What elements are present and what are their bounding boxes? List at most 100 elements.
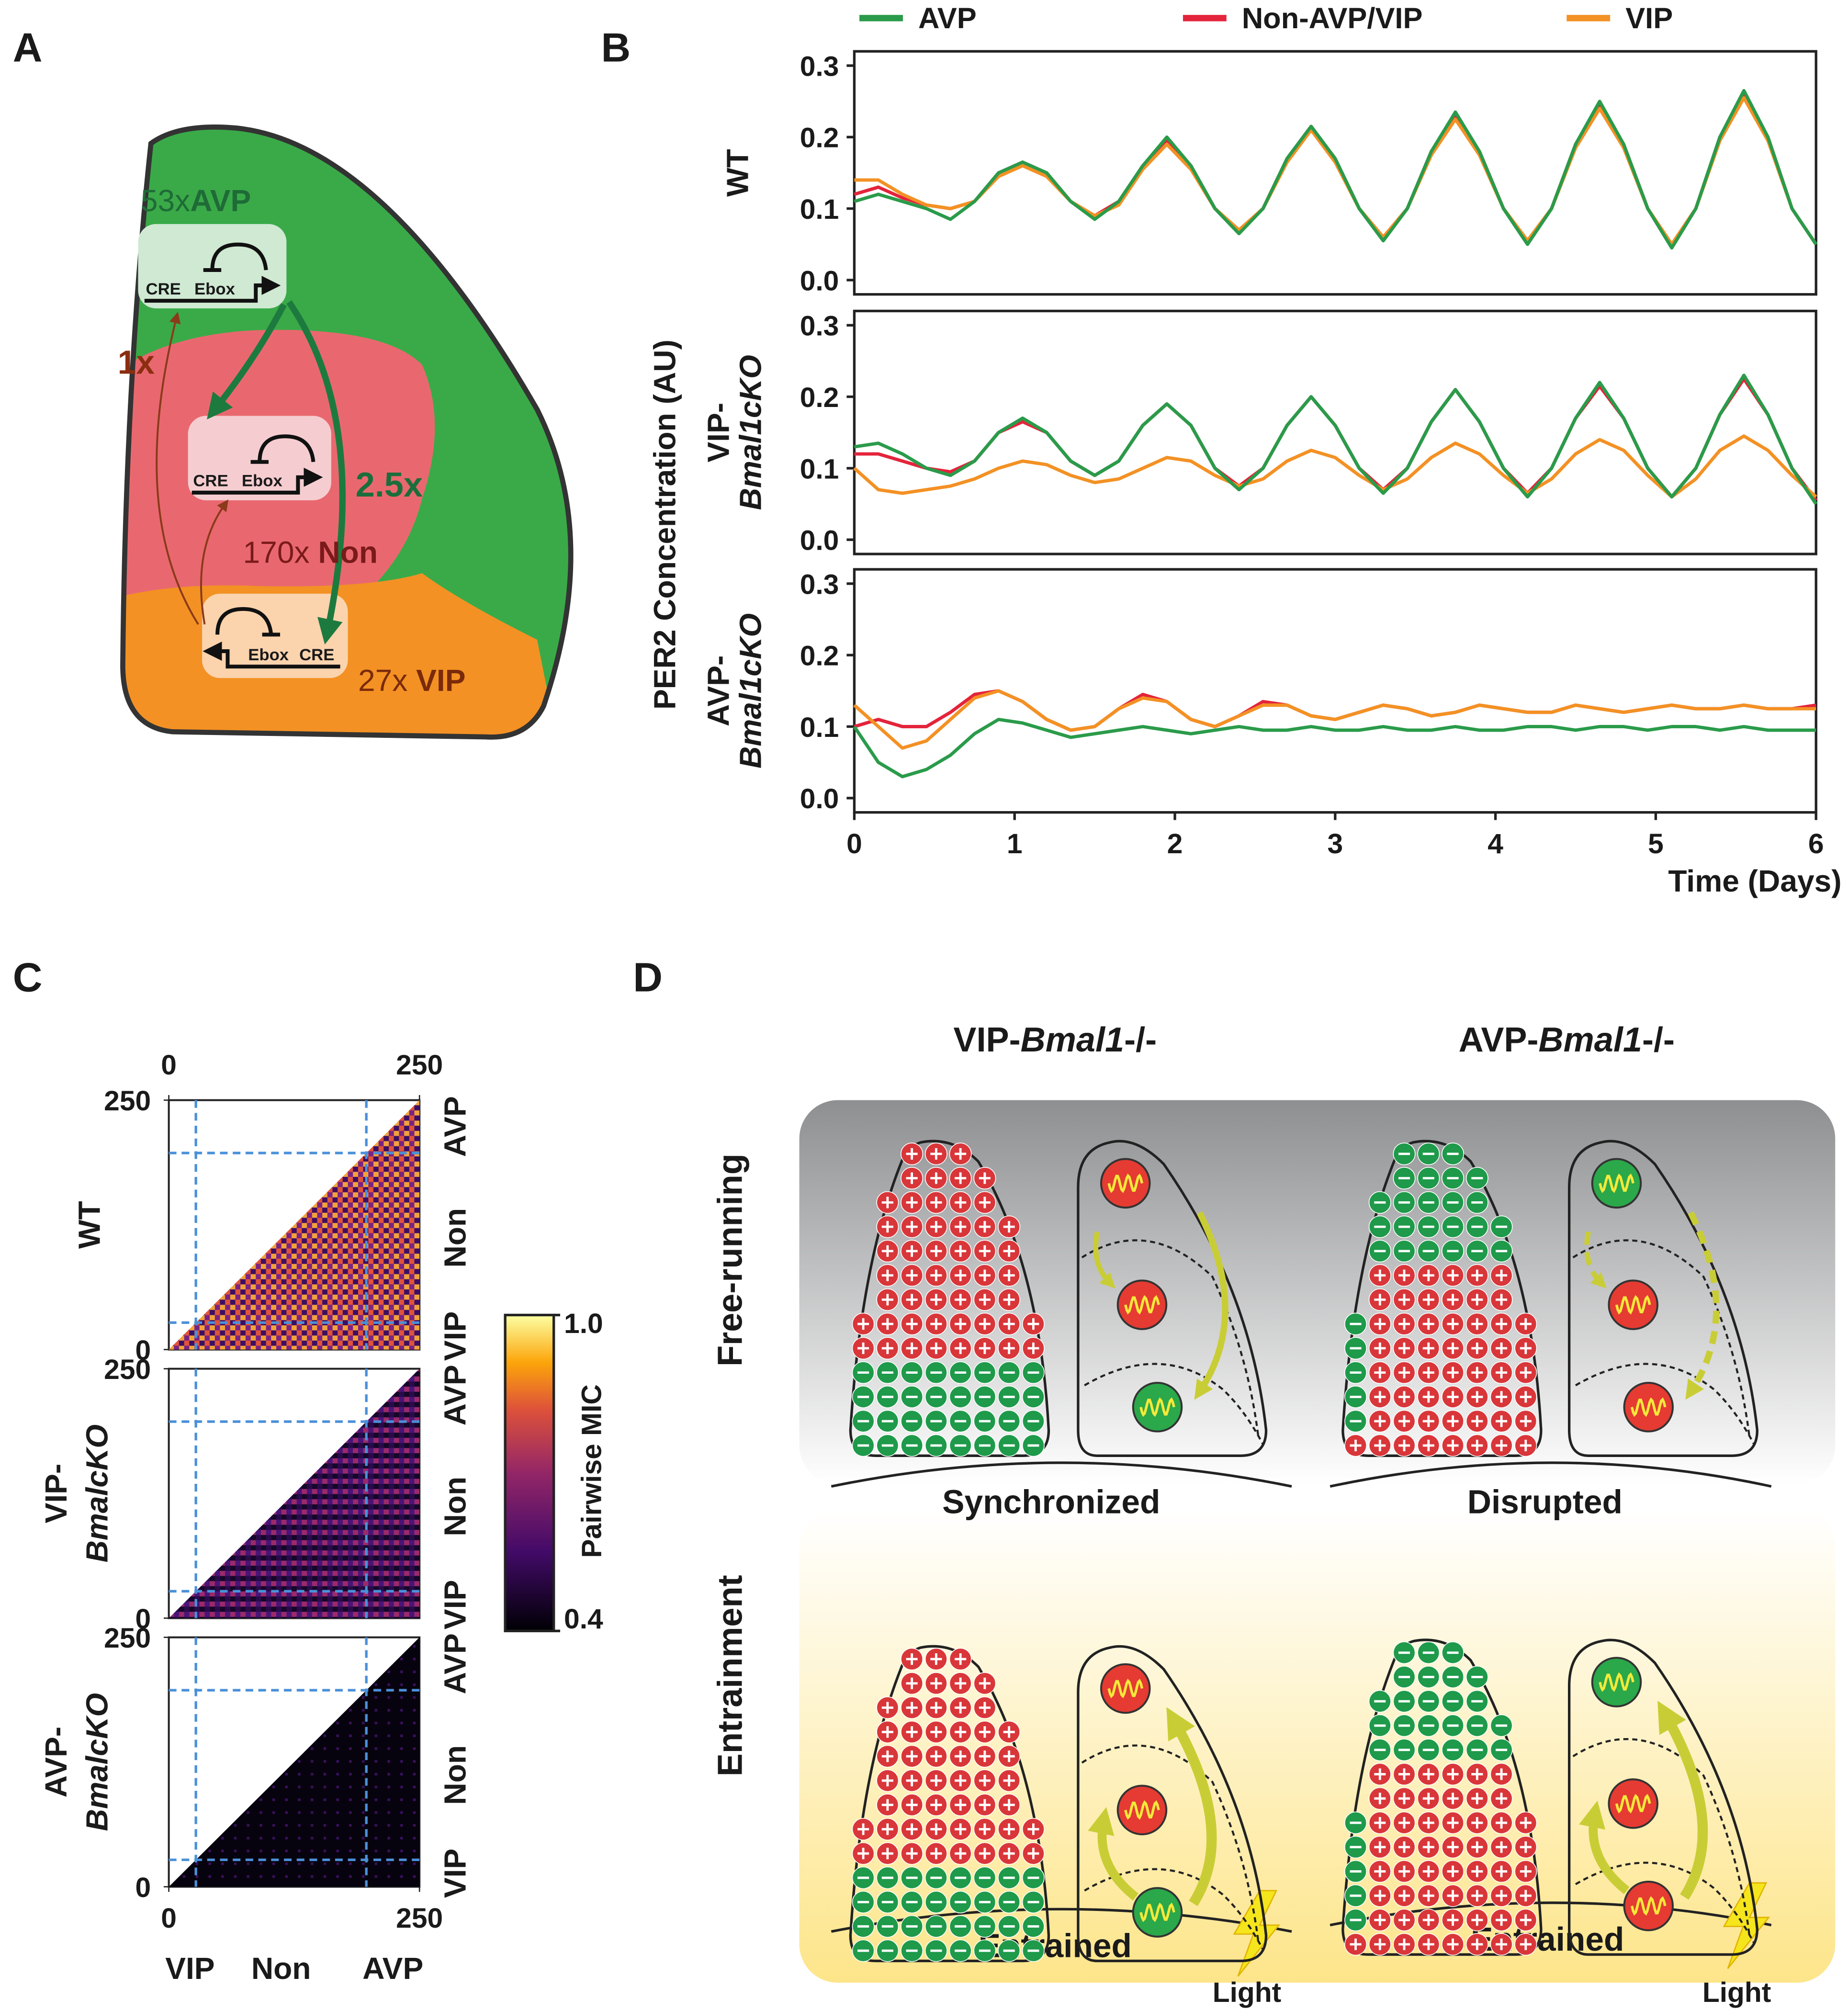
strong-coupling: 2.5x xyxy=(356,466,423,504)
group-label: VIP xyxy=(438,1849,472,1898)
row-title: Free-running xyxy=(711,1153,749,1367)
oscillator-wave xyxy=(1139,1902,1175,1922)
panel-a: CRE Ebox CRE Ebox Ebox CRE 53xAVP 1x 2.5… xyxy=(118,124,574,740)
weak-coupling: 1x xyxy=(118,343,155,381)
light-bolt xyxy=(1233,1890,1281,1977)
promoter-arrow xyxy=(144,276,281,303)
inhibition xyxy=(210,242,268,271)
cell-population xyxy=(849,1140,1050,1457)
scn-outline xyxy=(120,124,574,740)
scn-outline xyxy=(1077,1140,1268,1457)
row-label: AVP- xyxy=(701,655,736,726)
y-tick-label: 0.3 xyxy=(800,311,839,342)
group-label: Non xyxy=(251,1951,311,1986)
panel-label: C xyxy=(13,955,43,1001)
oscillator-wave xyxy=(1599,1672,1634,1692)
series-line xyxy=(854,373,1818,505)
row-label: VIP- xyxy=(701,403,736,463)
x-tick-label: 250 xyxy=(396,1903,443,1934)
panel-d-diagram xyxy=(849,1140,1759,1963)
caption: Disrupted xyxy=(1467,1483,1623,1520)
promoter: CRE Ebox xyxy=(192,434,323,495)
scn-schematic xyxy=(1077,1645,1268,1963)
group-label: VIP xyxy=(438,1311,472,1361)
colorbar xyxy=(504,1313,555,1632)
heatmap-triangle xyxy=(169,1637,420,1887)
promoter-arrow xyxy=(203,642,340,669)
row-label: AVP- xyxy=(39,1727,73,1797)
ebox: Ebox xyxy=(242,472,283,490)
stimulus: Light xyxy=(1702,1977,1771,2008)
group-label: Non xyxy=(438,1477,472,1536)
subregion-border xyxy=(1572,1239,1751,1438)
row-label: Bmal1cKO xyxy=(733,355,767,510)
y-tick-label: 0.0 xyxy=(800,525,839,556)
series-line xyxy=(853,718,1816,779)
entrainment-bg xyxy=(799,1509,1836,1983)
row-label: Bmal1cKO xyxy=(733,613,767,768)
x-tick-label: 1 xyxy=(1007,828,1023,859)
signal-arrow xyxy=(1584,1231,1607,1289)
x-tick-label: 0 xyxy=(161,1903,177,1934)
panel-label: A xyxy=(13,25,43,71)
y-tick-label: 0.3 xyxy=(800,569,839,600)
cre: CRE xyxy=(299,646,334,664)
subregion-border xyxy=(1575,1363,1756,1446)
ebox: Ebox xyxy=(248,646,289,664)
signal-arrow xyxy=(1657,1701,1708,1900)
oscillator-wave xyxy=(1139,1397,1175,1417)
subregion-border xyxy=(1575,1862,1756,1945)
oscillator-wave xyxy=(1630,1896,1667,1916)
scn-schematic xyxy=(1567,1638,1759,1956)
group-label: AVP xyxy=(438,1096,472,1157)
caption: Synchronized xyxy=(942,1483,1160,1520)
cre: CRE xyxy=(146,280,181,298)
oscillator-wave xyxy=(1599,1173,1634,1193)
title-part: Bmal1 xyxy=(1021,1021,1124,1059)
free-running-bg xyxy=(799,1100,1836,1484)
heatmap-triangle xyxy=(169,1100,420,1350)
x-tick-label: 250 xyxy=(396,1050,443,1081)
group-label: Non xyxy=(438,1745,472,1805)
scn-outline xyxy=(1077,1645,1268,1963)
group-label: Non xyxy=(438,1208,472,1268)
oscillator-wave xyxy=(1124,1800,1160,1820)
group-label: VIP xyxy=(438,1580,472,1629)
x-tick-label: 3 xyxy=(1327,828,1343,859)
cre: CRE xyxy=(193,472,228,490)
y-axis-title: PER2 Concentration (AU) xyxy=(647,339,682,710)
y-tick-label: 0.1 xyxy=(800,712,839,743)
y-tick-label: 250 xyxy=(104,1623,151,1654)
panel-label: B xyxy=(601,25,631,71)
y-tick-label: 0.2 xyxy=(800,641,839,672)
signal-arrow xyxy=(1194,1211,1228,1400)
inhibition xyxy=(215,607,273,635)
title-part: -/- xyxy=(1124,1021,1157,1059)
promoter: Ebox CRE xyxy=(203,607,340,669)
count: 27x xyxy=(358,663,407,698)
plot-frame xyxy=(853,50,1817,296)
ebox: Ebox xyxy=(194,280,236,298)
non-label: 170x Non xyxy=(243,535,378,570)
y-tick-label: 0 xyxy=(135,1604,151,1635)
signal-arrow xyxy=(1088,1807,1138,1901)
plot-frame xyxy=(853,568,1817,814)
stimulus: Light xyxy=(1213,1977,1282,2008)
x-axis-title: Time (Days) xyxy=(1668,864,1841,898)
oscillator-wave xyxy=(1630,1397,1667,1417)
x-tick-label: 4 xyxy=(1487,828,1503,859)
x-tick-label: 0 xyxy=(161,1050,177,1081)
coupling-arrow xyxy=(200,499,229,625)
avp-label: 53xAVP xyxy=(141,183,251,218)
y-tick-label: 0 xyxy=(135,1872,151,1903)
scn-outline xyxy=(1567,1638,1759,1956)
cell-population xyxy=(849,1645,1050,1963)
base-arc xyxy=(1330,1461,1772,1488)
signal-arrow xyxy=(1166,1707,1217,1906)
subregion-border xyxy=(1084,1868,1265,1952)
promoter-arrow xyxy=(192,467,323,495)
subregion-border xyxy=(1084,1363,1265,1446)
oscillator-wave xyxy=(1615,1295,1651,1315)
row-title: Entrainment xyxy=(711,1575,749,1776)
